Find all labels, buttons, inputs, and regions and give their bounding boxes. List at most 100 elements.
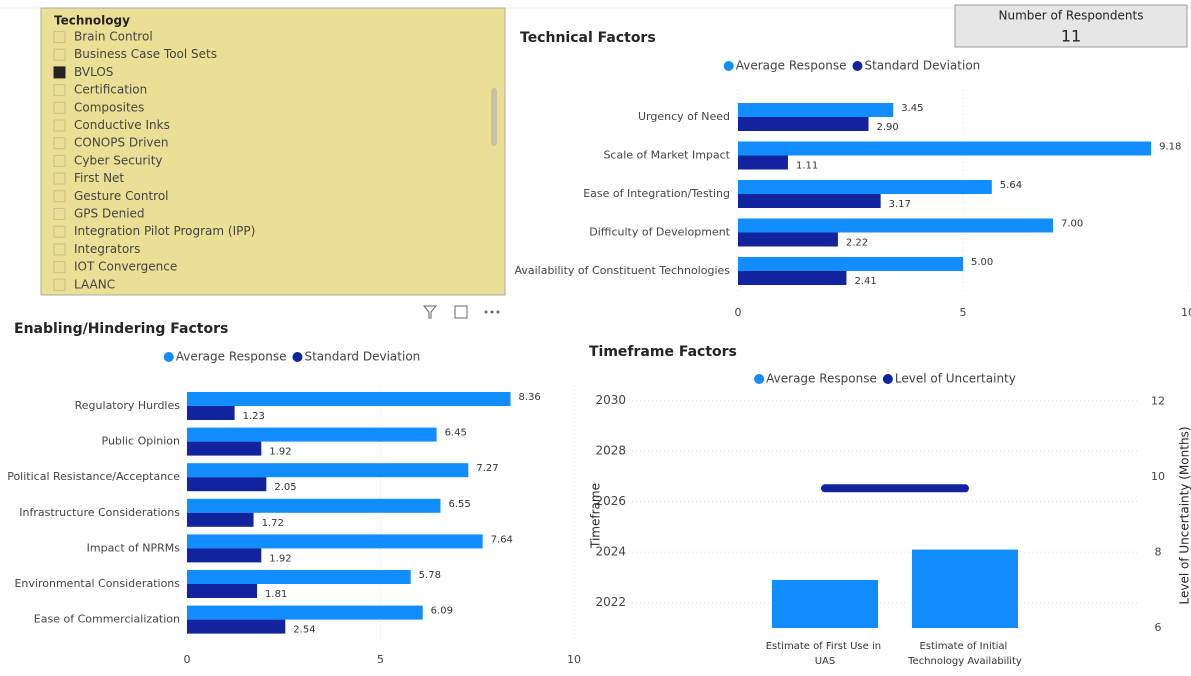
checkbox[interactable]	[53, 101, 66, 114]
bar	[738, 232, 838, 247]
category-label: Availability of Constituent Technologies	[514, 264, 730, 277]
checkbox[interactable]	[53, 154, 66, 167]
category-label: Difficulty of Development	[589, 226, 730, 239]
chart-title: Enabling/Hindering Factors	[14, 321, 228, 337]
checkbox[interactable]	[53, 261, 66, 274]
slicer-item: Cyber Security	[74, 153, 163, 167]
value-label: 6.55	[448, 499, 470, 510]
category-label: Scale of Market Impact	[603, 149, 730, 162]
legend: Average Response Standard Deviation	[163, 350, 420, 364]
value-label: 2.41	[854, 276, 876, 287]
bar	[187, 463, 469, 478]
checkbox[interactable]	[53, 48, 66, 61]
x-tick-label: 5	[377, 653, 384, 666]
checkbox[interactable]	[53, 31, 66, 43]
slicer-items: Brain Control Business Case Tool Sets BVLO…	[53, 30, 255, 291]
category-label: Environmental Considerations	[14, 577, 180, 590]
slicer-item: Integration Pilot Program (IPP)	[74, 224, 255, 238]
slicer-item: Conductive Inks	[74, 118, 170, 132]
category-label: Infrastructure Considerations	[19, 506, 180, 519]
checkbox[interactable]	[53, 243, 66, 256]
value-label: 8.36	[519, 392, 541, 403]
value-label: 5.78	[419, 570, 441, 581]
x-tick-label: 5	[960, 306, 967, 319]
category-label: Estimate of First Use in UAS	[766, 641, 885, 667]
bar	[738, 257, 963, 271]
bar	[738, 117, 869, 131]
value-label: 3.45	[901, 103, 923, 114]
bar	[187, 406, 235, 420]
y-tick-label: 2022	[595, 595, 626, 609]
bar	[187, 477, 267, 492]
slicer-title: Technology	[54, 14, 130, 28]
value-label: 7.00	[1061, 219, 1083, 230]
bar	[187, 498, 441, 513]
legend: Average Response Standard Deviation	[723, 59, 980, 73]
bar	[912, 549, 1018, 628]
focus-icon[interactable]	[454, 305, 468, 319]
checkbox[interactable]	[53, 119, 66, 132]
chart-title: Timeframe Factors	[589, 344, 737, 360]
category-label: Urgency of Need	[638, 110, 730, 123]
value-label: 1.81	[265, 589, 287, 600]
y2-tick-label: 10	[1151, 470, 1165, 483]
legend-label: Level of Uncertainty	[895, 372, 1016, 386]
x-tick-label: 10	[567, 653, 581, 666]
value-label: 1.23	[243, 411, 265, 422]
value-label: 7.27	[476, 463, 498, 474]
legend-label: Standard Deviation	[864, 59, 980, 73]
bar	[187, 619, 286, 634]
checkbox[interactable]	[53, 278, 66, 291]
category-label: Estimate of Initial Technology Availabil…	[907, 641, 1022, 667]
slicer-item: CONOPS Driven	[74, 136, 169, 150]
slicer-item: Business Case Tool Sets	[74, 47, 217, 61]
legend-label: Average Response	[766, 372, 877, 386]
y2-tick-label: 12	[1151, 394, 1165, 407]
x-tick-label: 0	[184, 653, 191, 666]
legend-marker	[754, 374, 765, 384]
bar	[738, 155, 788, 170]
more-icon[interactable]	[496, 310, 500, 314]
bar	[738, 271, 847, 285]
legend-label: Average Response	[736, 59, 847, 73]
value-label: 1.72	[262, 518, 284, 529]
slicer-item: BVLOS	[74, 65, 113, 79]
visual-icons	[422, 305, 500, 319]
legend-marker	[163, 352, 174, 362]
filter-icon[interactable]	[422, 305, 438, 319]
category-label: Ease of Integration/Testing	[583, 187, 730, 200]
scrollbar[interactable]	[491, 88, 497, 146]
bar	[738, 218, 1053, 233]
checkbox[interactable]	[53, 137, 66, 150]
more-icon[interactable]	[484, 310, 488, 314]
value-label: 5.64	[1000, 180, 1022, 191]
x-tick-label: 0	[735, 306, 742, 319]
bar	[187, 427, 437, 442]
checkbox[interactable]	[53, 84, 66, 97]
more-icon[interactable]	[490, 310, 494, 314]
value-label: 1.92	[269, 447, 291, 458]
checkbox[interactable]	[53, 172, 66, 185]
card-label: Number of Respondents	[999, 9, 1144, 23]
checkbox[interactable]	[53, 66, 66, 79]
legend-marker	[852, 61, 863, 71]
bar	[187, 570, 411, 584]
y-tick-label: 2026	[595, 494, 626, 508]
category-label: Impact of NPRMs	[87, 541, 181, 554]
checkbox[interactable]	[53, 225, 66, 238]
value-label: 2.22	[846, 238, 868, 249]
slicer-panel	[40, 7, 506, 296]
bar	[187, 584, 258, 598]
bar	[738, 194, 881, 208]
legend-marker	[882, 374, 893, 384]
checkbox[interactable]	[53, 190, 66, 203]
slicer-item: GPS Denied	[74, 207, 145, 221]
checkbox[interactable]	[53, 208, 66, 220]
bar	[738, 141, 1152, 156]
bar	[738, 180, 992, 194]
bar	[187, 441, 262, 456]
value-label: 9.18	[1159, 142, 1181, 153]
y2-tick-label: 8	[1155, 545, 1162, 558]
legend-marker	[292, 352, 303, 362]
